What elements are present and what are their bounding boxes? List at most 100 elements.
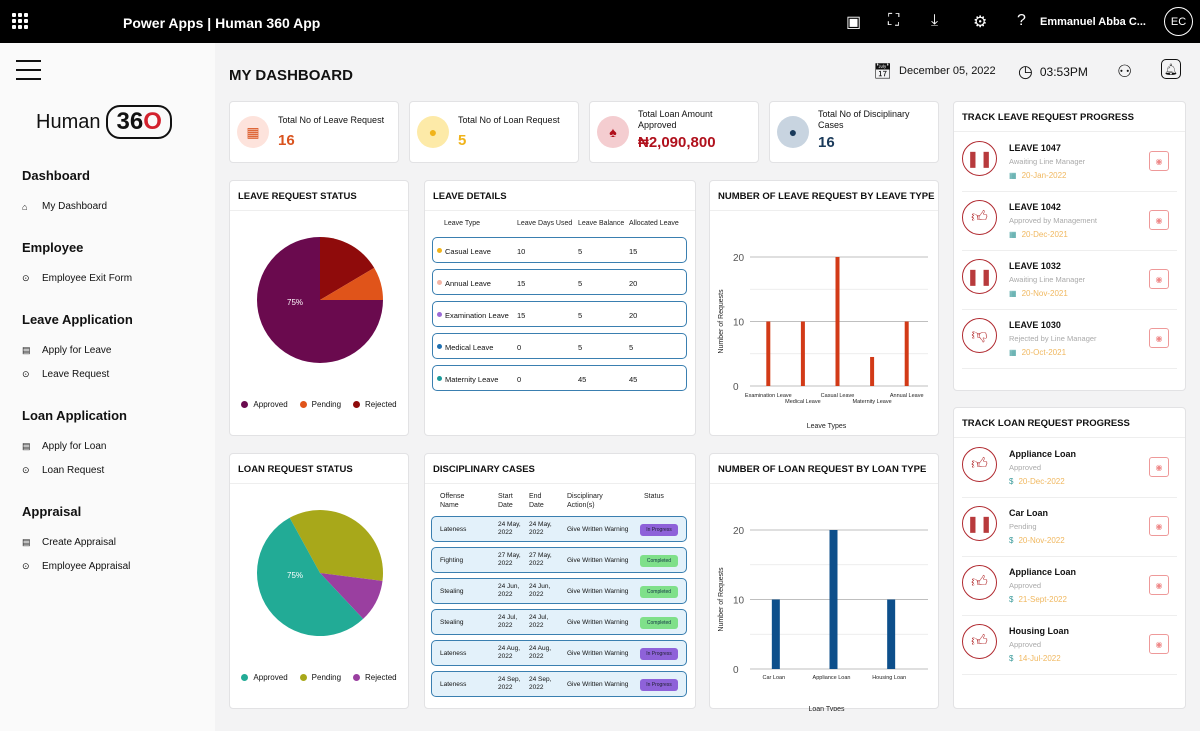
y-tick-label: 10: [733, 318, 745, 329]
notification-bell-icon[interactable]: 🔔︎: [1161, 59, 1181, 79]
sidebar-item-label: Apply for Loan: [42, 441, 107, 452]
table-row[interactable]: Lateness 24 May, 2022 24 May, 2022 Give Wri…: [431, 516, 687, 542]
y-tick-label: 20: [733, 253, 745, 264]
track-title: Appliance Loan: [1009, 567, 1077, 577]
table-row[interactable]: Lateness 24 Aug, 2022 24 Aug, 2022 Give Wri…: [431, 640, 687, 666]
pie-slice-rejected: [320, 573, 383, 619]
x-tick-label: Housing Loan: [872, 675, 906, 681]
sidebar-item-create-appraisal[interactable]: ▤ Create Appraisal: [22, 537, 116, 548]
track-item: 👍︎ Appliance Loan Approved $20-Dec-2022 ◉: [962, 439, 1177, 498]
legend-label: Approved: [253, 400, 288, 409]
user-name[interactable]: Emmanuel Abba C...: [1040, 16, 1146, 28]
fit-screen-icon[interactable]: ⛶: [888, 12, 900, 29]
loan-bar-chart: 0 10 20 Car Loan Appliance Loan Housing Loan L…: [718, 526, 928, 711]
cell-offense: Stealing: [440, 619, 464, 626]
legend-label: Rejected: [365, 400, 397, 409]
panel-title: TRACK LOAN REQUEST PROGRESS: [962, 418, 1130, 429]
track-date: $20-Nov-2022: [1009, 536, 1065, 545]
status-badge: Completed: [640, 617, 678, 629]
form-icon: ▤: [22, 537, 31, 547]
status-badge: In Progress: [640, 648, 678, 660]
calendar-icon: ▦: [1009, 171, 1017, 180]
view-eye-icon[interactable]: ◉: [1149, 516, 1169, 536]
table-row[interactable]: Maternity Leave 0 45 45: [432, 365, 687, 391]
leave-type-dot: [437, 376, 442, 381]
sidebar-item-loan-request[interactable]: ⊙ Loan Request: [22, 465, 104, 476]
leave-details-panel: LEAVE DETAILS Leave Type Leave Days Used L…: [424, 180, 696, 436]
teams-icon[interactable]: ▣: [846, 14, 862, 31]
page-title: MY DASHBOARD: [229, 67, 353, 84]
thumbs-up-icon: 👍︎: [962, 565, 997, 600]
waffle-icon[interactable]: [12, 13, 28, 29]
panel-title: NUMBER OF LOAN REQUEST BY LOAN TYPE: [718, 464, 927, 475]
y-tick-label: 0: [733, 665, 739, 676]
sidebar-item-apply-for-loan[interactable]: ▤ Apply for Loan: [22, 441, 107, 452]
legend-label: Approved: [253, 673, 288, 682]
hamburger-menu-icon[interactable]: [16, 60, 41, 87]
view-eye-icon[interactable]: ◉: [1149, 457, 1169, 477]
table-row[interactable]: Stealing 24 Jul, 2022 24 Jul, 2022 Give Wri…: [431, 609, 687, 635]
cell-start: 24 Aug, 2022: [498, 645, 521, 660]
view-eye-icon[interactable]: ◉: [1149, 328, 1169, 348]
cell-action: Give Written Warning: [567, 557, 629, 564]
sidebar-item-leave-request[interactable]: ⊙ Leave Request: [22, 369, 109, 380]
sidebar-item-apply-for-leave[interactable]: ▤ Apply for Leave: [22, 345, 112, 356]
thumbs-up-icon: 👍︎: [962, 624, 997, 659]
cell-allocated: 20: [629, 311, 638, 320]
view-eye-icon[interactable]: ◉: [1149, 269, 1169, 289]
cell-used: 15: [517, 311, 526, 320]
users-icon[interactable]: ⚇: [1117, 62, 1133, 81]
view-eye-icon[interactable]: ◉: [1149, 210, 1169, 230]
loan-status-panel: LOAN REQUEST STATUS 75% Approved Pending R…: [229, 453, 409, 709]
date-text: 20-Oct-2021: [1021, 348, 1067, 357]
help-icon[interactable]: ?: [1017, 12, 1026, 29]
track-title: LEAVE 1042: [1009, 202, 1061, 212]
panel-title: TRACK LEAVE REQUEST PROGRESS: [962, 112, 1134, 123]
view-eye-icon[interactable]: ◉: [1149, 151, 1169, 171]
x-tick-label: Medical Leave: [785, 399, 820, 405]
download-icon[interactable]: ⤓: [931, 12, 939, 29]
x-axis-label: Leave Types: [807, 423, 847, 430]
cell-offense: Lateness: [440, 650, 467, 657]
track-item: 👎︎ LEAVE 1030 Rejected by Line Manager ▦ 20-…: [962, 310, 1177, 369]
track-status: Pending: [1009, 522, 1037, 531]
leave-type-dot: [437, 312, 442, 317]
avatar[interactable]: EC: [1164, 7, 1193, 36]
cell-allocated: 5: [629, 343, 634, 352]
table-row[interactable]: Medical Leave 0 5 5: [432, 333, 687, 359]
sidebar-item-employee-appraisal[interactable]: ⊙ Employee Appraisal: [22, 561, 130, 572]
dollar-icon: $: [1009, 595, 1014, 604]
loan-bar-panel: NUMBER OF LOAN REQUEST BY LOAN TYPE 0 10 2…: [709, 453, 939, 711]
disciplinary-panel: DISCIPLINARY CASES Offense Name Start Dat…: [424, 453, 696, 709]
table-row[interactable]: Annual Leave 15 5 20: [432, 269, 687, 295]
table-row[interactable]: Lateness 24 Sep, 2022 24 Sep, 2022 Give Wri…: [431, 671, 687, 697]
table-row[interactable]: Casual Leave 10 5 15: [432, 237, 687, 263]
track-item: ❚❚ LEAVE 1032 Awaiting Line Manager ▦ 20-Nov…: [962, 251, 1177, 310]
y-tick-label: 10: [733, 596, 745, 607]
legend-swatch: [241, 401, 249, 408]
sidebar-item-employee-exit-form[interactable]: ⊙ Employee Exit Form: [22, 273, 132, 284]
view-eye-icon[interactable]: ◉: [1149, 575, 1169, 595]
legend-approved: Approved: [241, 400, 288, 409]
view-eye-icon[interactable]: ◉: [1149, 634, 1169, 654]
track-date: ▦ 20-Oct-2021: [1009, 348, 1066, 357]
track-date: $21-Sept-2022: [1009, 595, 1067, 604]
legend-swatch: [299, 401, 307, 408]
thumbs-down-icon: 👎︎: [962, 318, 997, 353]
track-status: Awaiting Line Manager: [1009, 275, 1086, 284]
pie-slice-rejected: [320, 237, 375, 300]
track-item: 👍︎ LEAVE 1042 Approved by Management ▦ 20-De…: [962, 192, 1177, 251]
x-tick-label: Examination Leave: [745, 393, 792, 399]
gear-icon[interactable]: ⚙: [973, 14, 988, 31]
cell-offense: Lateness: [440, 526, 467, 533]
table-row[interactable]: Examination Leave 15 5 20: [432, 301, 687, 327]
pie-slice-pending: [320, 267, 383, 300]
leave-type-dot: [437, 280, 442, 285]
calendar-icon: ▦: [237, 116, 269, 148]
track-title: LEAVE 1032: [1009, 261, 1061, 271]
cell-type: Maternity Leave: [445, 375, 499, 384]
table-row[interactable]: Fighting 27 May, 2022 27 May, 2022 Give Wri…: [431, 547, 687, 573]
sidebar-item-my-dashboard[interactable]: ⌂ My Dashboard: [22, 201, 107, 212]
table-row[interactable]: Stealing 24 Jun, 2022 24 Jun, 2022 Give Wri…: [431, 578, 687, 604]
